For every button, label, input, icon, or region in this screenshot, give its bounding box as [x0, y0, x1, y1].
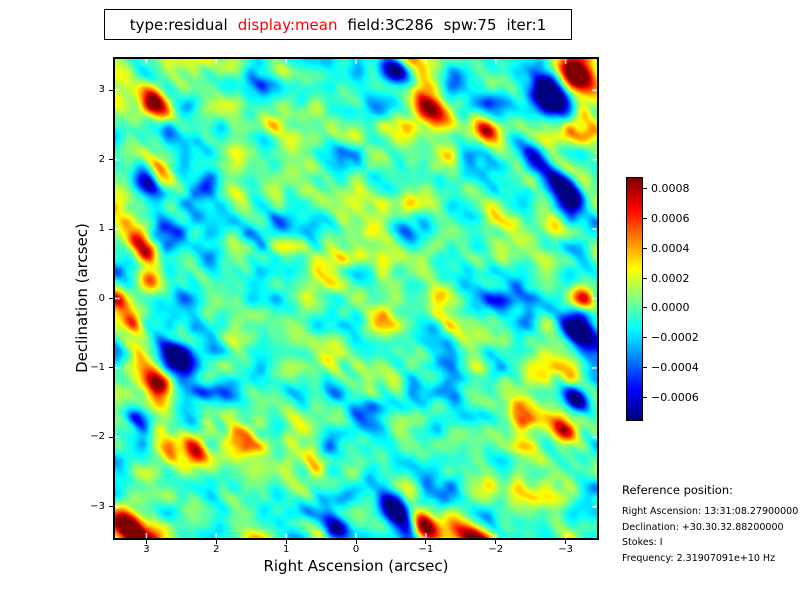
colorbar: [626, 177, 643, 421]
x-tick-label: 2: [213, 544, 220, 555]
colorbar-tick-mark: [643, 307, 647, 309]
y-tick-mark: [109, 436, 113, 438]
y-tick-mark: [109, 367, 113, 369]
colorbar-gradient-canvas: [627, 178, 642, 420]
reference-line-right-ascension: Right Ascension: 13:31:08.27900000: [622, 506, 799, 517]
y-tick-mark: [109, 298, 113, 299]
x-tick-label: 0: [352, 544, 360, 555]
title-segment-type: type:residual: [129, 15, 228, 34]
x-tick-mark: [425, 540, 427, 544]
colorbar-tick-label: 0.0004: [651, 241, 690, 255]
y-tick-label: 1: [98, 223, 105, 235]
colorbar-tick-mark: [643, 337, 647, 339]
title-segment-field: field:3C286: [347, 15, 434, 34]
reference-position-block: Reference position: Right Ascension: 13:…: [622, 483, 799, 566]
x-tick-label: −1: [418, 544, 434, 555]
y-tick-mark: [109, 506, 113, 508]
reference-position-heading: Reference position:: [622, 483, 733, 497]
x-tick-label: 1: [282, 544, 290, 555]
x-tick-label: 3: [143, 544, 150, 555]
y-tick-label: −1: [90, 361, 105, 373]
colorbar-tick-mark: [643, 217, 647, 219]
colorbar-tick-mark: [643, 187, 647, 189]
colorbar-tick-mark: [643, 247, 647, 249]
colorbar-tick-label: 0.0000: [651, 301, 690, 315]
colorbar-tick-label: −0.0002: [651, 331, 699, 345]
y-tick-label: 3: [98, 84, 105, 96]
x-tick-mark: [215, 540, 217, 544]
y-tick-label: −3: [90, 500, 105, 512]
title-segment-display: display:mean: [237, 15, 338, 34]
x-tick-mark: [145, 540, 147, 544]
y-tick-label: −2: [90, 431, 105, 443]
reference-line-frequency: Frequency: 2.31907091e+10 Hz: [622, 552, 776, 564]
y-tick-mark: [109, 228, 113, 230]
colorbar-tick-mark: [643, 367, 647, 369]
x-tick-label: −3: [558, 544, 573, 555]
colorbar-tick-label: 0.0008: [651, 181, 690, 195]
x-tick-mark: [355, 540, 357, 544]
reference-line-stokes: Stokes: I: [622, 537, 663, 548]
x-axis-label: Right Ascension (arcsec): [263, 557, 449, 575]
x-tick-mark: [565, 540, 567, 544]
colorbar-tick-label: −0.0006: [651, 391, 699, 405]
y-tick-mark: [109, 89, 113, 91]
plot-frame: [113, 57, 599, 540]
residual-heatmap-canvas: [115, 59, 597, 538]
y-tick-label: 0: [98, 292, 105, 304]
x-tick-mark: [495, 540, 497, 544]
colorbar-tick-label: −0.0004: [651, 361, 699, 375]
title-segment-spw: spw:75: [443, 15, 497, 34]
reference-line-declination: Declination: +30.30.32.88200000: [622, 521, 784, 533]
y-tick-mark: [109, 159, 113, 161]
title-segment-iter: iter:1: [506, 15, 547, 34]
colorbar-tick-label: 0.0006: [651, 211, 690, 225]
plot-title-box: type:residual display:mean field:3C286 s…: [104, 9, 572, 40]
colorbar-tick-mark: [643, 277, 647, 279]
colorbar-tick-label: 0.0002: [651, 271, 690, 285]
colorbar-tick-mark: [643, 397, 647, 399]
x-tick-label: −2: [488, 544, 504, 555]
y-tick-label: 2: [98, 153, 105, 165]
x-tick-mark: [285, 540, 287, 544]
